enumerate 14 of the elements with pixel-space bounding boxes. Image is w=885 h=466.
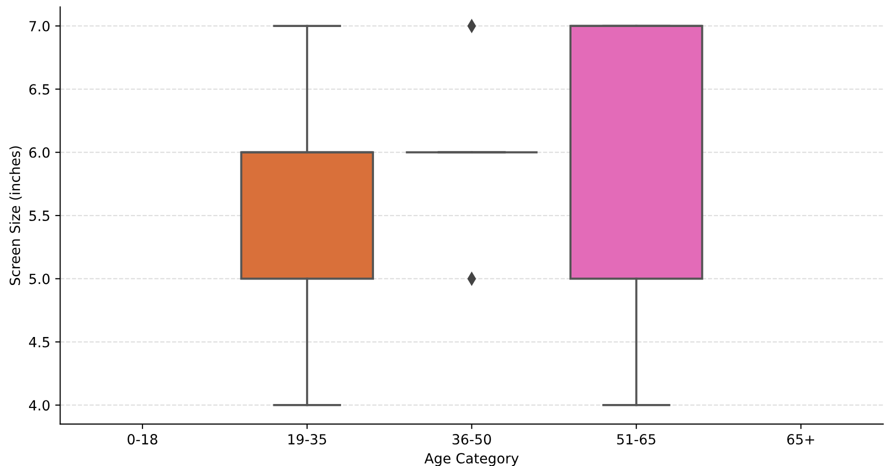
x-tick-label: 65+ — [787, 434, 814, 445]
y-axis-title: Screen Size (inches) — [9, 146, 22, 286]
y-tick-label: 5.0 — [29, 274, 50, 284]
x-tick-label: 0-18 — [128, 434, 158, 445]
x-tick-label: 19-35 — [288, 434, 326, 445]
x-tick-label: 51-65 — [617, 434, 656, 445]
x-axis-title: Age Category — [424, 453, 519, 466]
y-tick-label: 6.5 — [29, 84, 50, 95]
y-tick-label: 4.5 — [29, 337, 50, 348]
y-tick-label: 5.5 — [29, 210, 50, 221]
y-tick-label: 7.0 — [30, 20, 50, 32]
y-tick-label: 6.0 — [29, 147, 50, 158]
x-tick-label: 36-50 — [452, 434, 491, 445]
y-tick-label: 4.0 — [29, 400, 50, 411]
